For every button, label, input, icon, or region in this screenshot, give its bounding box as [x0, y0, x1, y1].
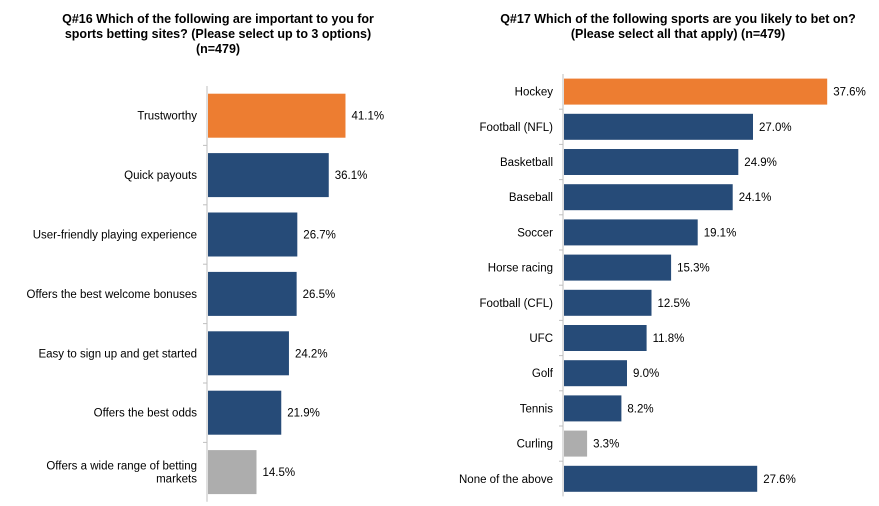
chart-title-q17: Q#17 Which of the following sports are y…	[500, 12, 856, 41]
chart1-value-label-9: 8.2%	[627, 403, 653, 415]
chart1-category-label-4: Soccer	[517, 227, 553, 239]
chart1-category-label-0: Hockey	[515, 87, 554, 99]
chart0-category-label-6: Offers a wide range of betting markets	[46, 461, 197, 486]
chart1-category-label-11: None of the above	[459, 474, 553, 486]
chart1-category-label-8: Golf	[532, 368, 554, 380]
chart1-bar-10	[564, 430, 588, 457]
chart1-value-label-8: 9.0%	[633, 368, 659, 380]
chart1-category-label-9: Tennis	[520, 403, 553, 415]
chart1-bar-4	[564, 219, 698, 246]
chart1-value-label-3: 24.1%	[739, 192, 772, 204]
chart1-category-label-6: Football (CFL)	[480, 298, 554, 310]
chart0-bar-4	[208, 331, 289, 376]
chart0-value-label-5: 21.9%	[287, 408, 320, 420]
chart0-value-label-2: 26.7%	[303, 230, 336, 242]
chart1-category-label-3: Baseball	[509, 192, 553, 204]
chart1-bar-5	[564, 254, 672, 281]
chart1-category-label-7: UFC	[529, 333, 553, 345]
chart1-category-label-2: Basketball	[500, 157, 553, 169]
chart0-bar-5	[208, 390, 282, 435]
chart1-bar-11	[564, 465, 758, 492]
chart0-bar-3	[208, 271, 297, 316]
chart1-bar-3	[564, 184, 733, 211]
chart0-value-label-6: 14.5%	[263, 467, 296, 479]
chart1-bar-8	[564, 360, 627, 387]
chart1-category-label-1: Football (NFL)	[480, 122, 554, 134]
chart1-bar-0	[564, 78, 828, 105]
chart1-value-label-7: 11.8%	[653, 333, 685, 345]
chart1-value-label-11: 27.6%	[763, 474, 796, 486]
chart0-category-label-2: User-friendly playing experience	[33, 230, 197, 242]
chart0-bar-0	[208, 93, 346, 138]
chart1-bar-9	[564, 395, 622, 422]
chart1-value-label-2: 24.9%	[744, 157, 777, 169]
chart1-value-label-0: 37.6%	[833, 87, 866, 99]
chart1-value-label-6: 12.5%	[658, 298, 691, 310]
chart1-value-label-1: 27.0%	[759, 122, 792, 134]
chart1-category-label-5: Horse racing	[488, 263, 553, 275]
chart0-value-label-3: 26.5%	[303, 289, 336, 301]
chart0-category-label-0: Trustworthy	[137, 111, 197, 123]
chart0-value-label-0: 41.1%	[351, 111, 384, 123]
chart1-value-label-4: 19.1%	[704, 227, 737, 239]
chart0-category-label-3: Offers the best welcome bonuses	[27, 289, 198, 301]
chart0-category-label-5: Offers the best odds	[94, 408, 198, 420]
chart0-bar-6	[208, 450, 257, 495]
chart0-bar-1	[208, 153, 329, 198]
chart1-value-label-5: 15.3%	[677, 263, 710, 275]
chart0-category-label-1: Quick payouts	[124, 170, 197, 182]
chart0-value-label-4: 24.2%	[295, 348, 328, 360]
chart0-category-label-4: Easy to sign up and get started	[38, 348, 197, 360]
chart0-value-label-1: 36.1%	[335, 170, 368, 182]
chart-title-q16: Q#16 Which of the following are importan…	[62, 12, 374, 56]
chart1-category-label-10: Curling	[517, 439, 553, 451]
chart1-bar-1	[564, 113, 753, 140]
chart0-bar-2	[208, 212, 298, 257]
chart1-bar-2	[564, 149, 739, 175]
chart1-bar-7	[564, 325, 647, 351]
chart1-bar-6	[564, 289, 652, 316]
chart1-value-label-10: 3.3%	[593, 439, 619, 451]
